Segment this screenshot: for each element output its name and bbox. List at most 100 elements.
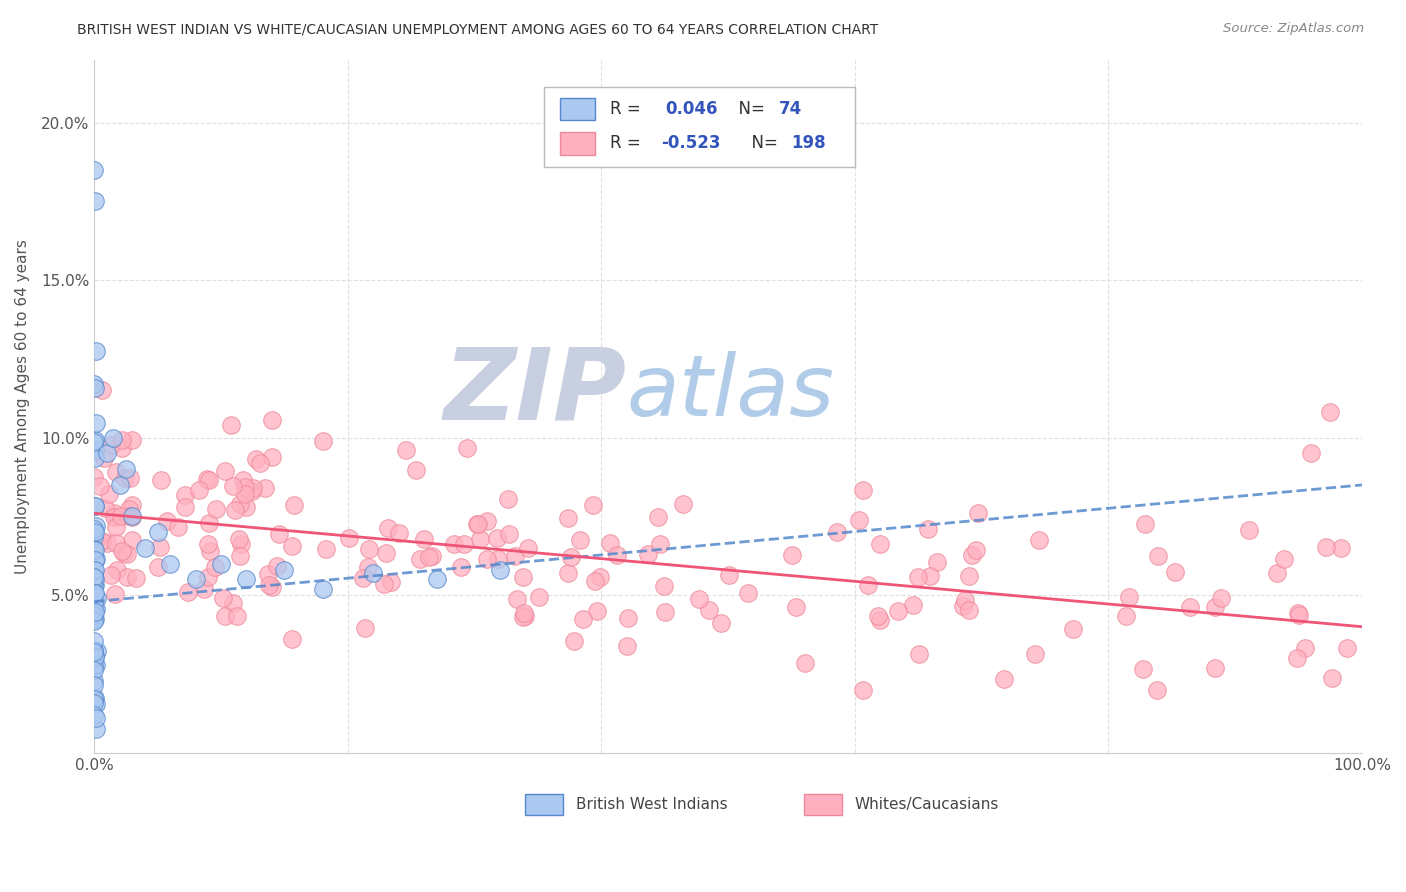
Point — [83, 645, 105, 659]
Point — [198, 473, 221, 487]
Point — [249, 456, 271, 470]
Point — [121, 433, 143, 447]
Point — [177, 585, 200, 599]
Point — [648, 537, 671, 551]
Point — [96, 535, 118, 549]
Point — [209, 557, 232, 571]
Point — [114, 471, 136, 485]
Point — [354, 621, 377, 635]
Point — [1288, 608, 1310, 623]
Point — [260, 580, 283, 594]
Point — [1204, 660, 1226, 674]
Point — [83, 542, 105, 557]
Point — [311, 582, 333, 596]
Point — [967, 506, 990, 520]
Point — [957, 603, 980, 617]
Point — [1294, 641, 1316, 656]
Point — [560, 549, 582, 564]
Point — [260, 450, 283, 465]
Point — [105, 563, 128, 577]
Point — [527, 591, 550, 605]
Point — [257, 567, 280, 582]
Point — [83, 696, 105, 710]
Point — [486, 552, 509, 566]
Point — [214, 609, 236, 624]
Point — [156, 514, 179, 528]
Point — [233, 487, 256, 501]
Point — [240, 483, 263, 498]
Point — [709, 615, 731, 630]
Point — [86, 531, 108, 545]
Point — [269, 527, 291, 541]
Point — [197, 472, 219, 486]
Point — [920, 569, 942, 583]
Point — [121, 533, 143, 547]
Point — [616, 639, 638, 653]
Point — [229, 496, 252, 510]
Point — [1320, 672, 1343, 686]
Point — [453, 536, 475, 550]
Point — [1237, 524, 1260, 538]
Point — [380, 574, 402, 589]
Point — [357, 542, 380, 557]
Point — [259, 578, 281, 592]
Bar — [560, 98, 595, 120]
Point — [467, 516, 489, 531]
Point — [357, 559, 380, 574]
Point — [513, 608, 536, 623]
Point — [121, 510, 143, 524]
Point — [395, 442, 418, 457]
Point — [1204, 599, 1226, 614]
Point — [83, 570, 105, 584]
Text: atlas: atlas — [627, 351, 835, 434]
Point — [260, 413, 283, 427]
Point — [174, 488, 197, 502]
Point — [312, 434, 335, 448]
Point — [91, 534, 114, 549]
Point — [197, 537, 219, 551]
Point — [159, 557, 181, 571]
Point — [468, 532, 491, 546]
Point — [83, 563, 105, 577]
Point — [125, 571, 148, 585]
Point — [228, 532, 250, 546]
Point — [1315, 540, 1337, 554]
Point — [408, 552, 430, 566]
Point — [1285, 651, 1308, 665]
Point — [105, 465, 128, 479]
Point — [827, 525, 849, 540]
Point — [253, 481, 276, 495]
Point — [420, 549, 443, 564]
Point — [869, 613, 891, 627]
Point — [616, 611, 638, 625]
Point — [84, 723, 107, 737]
Point — [1132, 662, 1154, 676]
Point — [388, 525, 411, 540]
Point — [589, 570, 612, 584]
Point — [83, 578, 105, 592]
Text: N=: N= — [741, 135, 783, 153]
Point — [1301, 446, 1323, 460]
Point — [1146, 682, 1168, 697]
Point — [83, 470, 105, 484]
Point — [111, 544, 134, 558]
Point — [583, 574, 606, 588]
Point — [517, 541, 540, 556]
Bar — [804, 795, 842, 815]
Point — [654, 578, 676, 592]
Point — [1147, 549, 1170, 564]
Point — [193, 582, 215, 596]
Point — [232, 473, 254, 487]
Point — [83, 443, 105, 458]
Point — [214, 464, 236, 478]
Point — [925, 555, 948, 569]
Text: ZIP: ZIP — [444, 343, 627, 441]
Point — [115, 462, 138, 476]
Point — [637, 547, 659, 561]
Point — [89, 479, 111, 493]
Point — [903, 598, 925, 612]
Point — [273, 563, 295, 577]
Bar — [526, 795, 564, 815]
Point — [84, 552, 107, 566]
Point — [198, 516, 221, 530]
